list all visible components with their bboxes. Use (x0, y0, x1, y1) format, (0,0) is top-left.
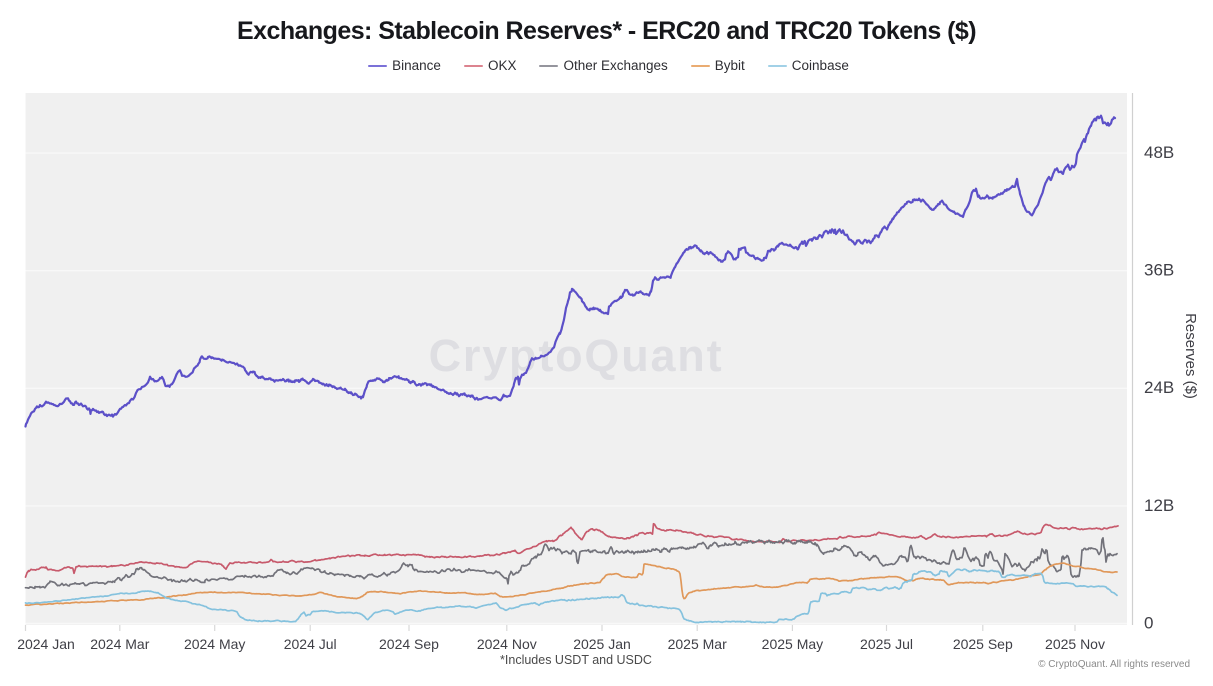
svg-text:36B: 36B (1144, 261, 1174, 280)
svg-text:2025 Jan: 2025 Jan (573, 636, 631, 652)
svg-text:2024 May: 2024 May (184, 636, 245, 652)
svg-text:48B: 48B (1144, 143, 1174, 162)
svg-text:2024 Sep: 2024 Sep (379, 636, 439, 652)
svg-text:*Includes USDT and USDC: *Includes USDT and USDC (500, 653, 652, 667)
svg-text:24B: 24B (1144, 378, 1174, 397)
svg-text:2025 Nov: 2025 Nov (1045, 636, 1105, 652)
svg-text:12B: 12B (1144, 496, 1174, 515)
svg-text:2025 Sep: 2025 Sep (953, 636, 1013, 652)
svg-text:CryptoQuant: CryptoQuant (429, 330, 724, 381)
svg-text:2024 Nov: 2024 Nov (477, 636, 537, 652)
svg-text:2025 Mar: 2025 Mar (668, 636, 727, 652)
svg-text:2024 Mar: 2024 Mar (90, 636, 149, 652)
svg-text:© CryptoQuant. All rights rese: © CryptoQuant. All rights reserved (1038, 659, 1190, 670)
svg-text:2024 Jan: 2024 Jan (17, 636, 75, 652)
svg-text:Reserves ($): Reserves ($) (1182, 313, 1199, 399)
svg-text:2024 Jul: 2024 Jul (284, 636, 337, 652)
svg-text:2025 May: 2025 May (762, 636, 823, 652)
svg-text:0: 0 (1144, 613, 1153, 632)
svg-text:2025 Jul: 2025 Jul (860, 636, 913, 652)
